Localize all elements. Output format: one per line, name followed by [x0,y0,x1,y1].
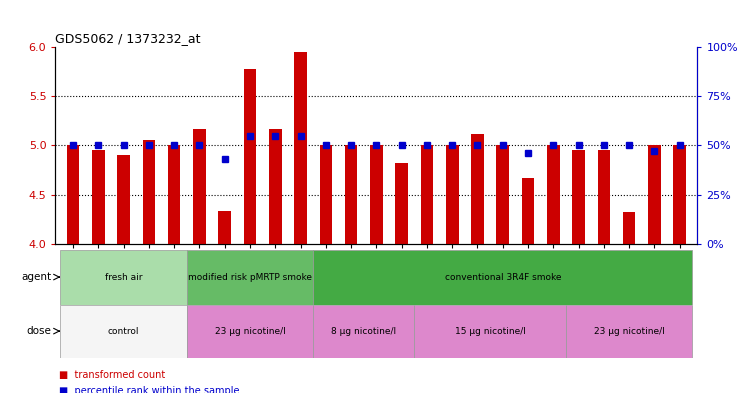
Bar [673,145,686,244]
Text: ■  percentile rank within the sample: ■ percentile rank within the sample [59,386,240,393]
Bar [61,250,187,305]
Bar [471,134,484,244]
Bar [370,145,383,244]
Text: 23 µg nicotine/l: 23 µg nicotine/l [594,327,664,336]
Bar [396,163,408,244]
Bar [92,150,105,244]
Bar [547,145,559,244]
Bar [313,305,414,358]
Bar [623,212,635,244]
Text: 8 µg nicotine/l: 8 µg nicotine/l [331,327,396,336]
Text: GDS5062 / 1373232_at: GDS5062 / 1373232_at [55,31,201,44]
Text: dose: dose [27,326,52,336]
Bar [244,69,256,244]
Bar [598,150,610,244]
Bar [187,250,313,305]
Bar [414,305,566,358]
Bar [345,145,357,244]
Bar [218,211,231,244]
Bar [61,305,187,358]
Text: conventional 3R4F smoke: conventional 3R4F smoke [444,273,561,281]
Bar [269,129,282,244]
Text: 15 µg nicotine/l: 15 µg nicotine/l [455,327,525,336]
Bar [313,250,692,305]
Text: modified risk pMRTP smoke: modified risk pMRTP smoke [188,273,312,281]
Bar [142,140,155,244]
Bar [446,145,458,244]
Bar [648,145,661,244]
Text: control: control [108,327,139,336]
Bar [522,178,534,244]
Bar [320,145,332,244]
Text: agent: agent [21,272,52,282]
Bar [168,145,181,244]
Text: ■  transformed count: ■ transformed count [59,370,165,380]
Bar [117,155,130,244]
Text: fresh air: fresh air [105,273,142,281]
Text: 23 µg nicotine/l: 23 µg nicotine/l [215,327,286,336]
Bar [294,52,307,244]
Bar [421,145,433,244]
Bar [566,305,692,358]
Bar [193,129,206,244]
Bar [497,145,509,244]
Bar [66,145,80,244]
Bar [187,305,313,358]
Bar [572,150,585,244]
